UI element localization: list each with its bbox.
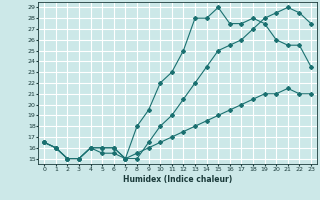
X-axis label: Humidex (Indice chaleur): Humidex (Indice chaleur) — [123, 175, 232, 184]
